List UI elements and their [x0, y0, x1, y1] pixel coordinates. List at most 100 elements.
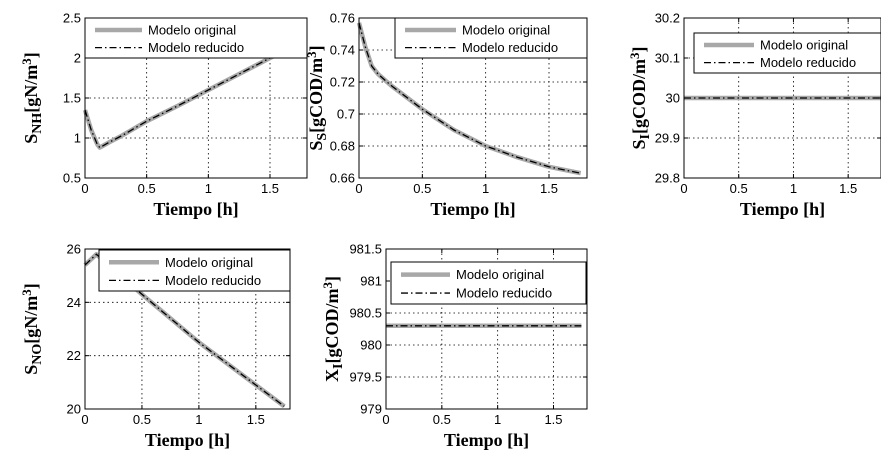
y-tick-label: 30	[666, 91, 680, 106]
x-tick-label: 0.5	[433, 412, 451, 427]
legend-box	[390, 261, 587, 305]
subplot-5: 0 0.5 1 1.5 979 979.5 980 980.5 981 981.5 Tiempo […	[320, 242, 588, 450]
y-tick-label: 30.1	[655, 51, 680, 66]
x-tick-label: 1.5	[247, 412, 265, 427]
y-tick-label: 980	[360, 338, 382, 353]
x-axis-label: Tiempo [h]	[430, 199, 515, 219]
y-axis-label-sup: 3	[19, 289, 34, 296]
x-tick-label: 1	[195, 412, 202, 427]
x-tick-label: 0	[81, 181, 88, 196]
legend-label-original: Modelo original	[148, 23, 236, 38]
y-axis-label-close: ]	[21, 52, 41, 58]
y-axis-label-sub: I	[331, 364, 346, 369]
legend-label-reducido: Modelo reducido	[462, 40, 558, 55]
y-tick-label: 0.5	[63, 171, 81, 186]
y-axis-label: SS[gCOD/m3]	[304, 45, 330, 150]
y-axis-label-close: ]	[322, 276, 342, 282]
legend-label-reducido: Modelo reducido	[165, 273, 261, 288]
legend-label-original: Modelo original	[462, 23, 550, 38]
legend: Modelo original Modelo reducido	[390, 261, 587, 305]
y-axis-label-close: ]	[21, 283, 41, 289]
y-axis-label-main: S	[21, 365, 41, 375]
y-tick-label: 0.74	[330, 43, 355, 58]
legend-label-reducido: Modelo reducido	[760, 55, 856, 70]
y-axis-label-bracket: [gCOD/m	[322, 289, 342, 364]
y-axis-label-main: S	[21, 134, 41, 144]
legend-box	[98, 249, 291, 292]
x-tick-label: 1.5	[839, 181, 857, 196]
y-tick-label: 979	[360, 402, 382, 417]
y-axis-label-bracket: [gCOD/m	[629, 59, 649, 134]
legend-box	[394, 17, 588, 59]
x-tick-label: 0.5	[413, 181, 431, 196]
y-axis-label: SNH[gN/m3]	[19, 52, 45, 144]
x-axis-label: Tiempo [h]	[740, 199, 825, 219]
y-axis-label-bracket: [gCOD/m	[306, 58, 326, 133]
y-axis-label-sub: I	[638, 134, 653, 139]
legend-label-original: Modelo original	[456, 267, 544, 282]
subplot-4: 0 0.5 1 1.5 20 22 24 26 Tiempo [h] SNO[gN/m3] Mode…	[19, 242, 291, 450]
y-tick-label: 30.2	[655, 11, 680, 26]
x-tick-label: 0	[355, 181, 362, 196]
y-tick-label: 981.5	[349, 242, 382, 257]
series-line-reducido	[84, 41, 302, 149]
y-axis-label-bracket: [gN/m	[21, 296, 41, 344]
y-axis-label-close: ]	[306, 45, 326, 51]
x-tick-label: 0	[81, 412, 88, 427]
y-tick-label: 2.5	[63, 11, 81, 26]
y-axis-label-main: X	[322, 369, 342, 382]
y-tick-label: 0.7	[337, 107, 355, 122]
series-line-reducido	[358, 22, 581, 174]
y-tick-label: 1.5	[63, 91, 81, 106]
x-tick-label: 1	[494, 412, 501, 427]
x-axis-label: Tiempo [h]	[444, 430, 529, 450]
y-axis-label-sub: NO	[30, 344, 45, 365]
y-axis-label: XI[gCOD/m3]	[320, 276, 346, 382]
x-tick-label: 1.5	[261, 181, 279, 196]
x-tick-label: 1	[790, 181, 797, 196]
legend: Modelo original Modelo reducido	[98, 249, 291, 292]
legend-label-reducido: Modelo reducido	[148, 40, 244, 55]
y-tick-label: 2	[74, 51, 81, 66]
x-tick-label: 0.5	[138, 181, 156, 196]
x-tick-label: 0.5	[730, 181, 748, 196]
y-tick-label: 29.8	[655, 171, 680, 186]
legend-box	[84, 17, 308, 59]
legend: Modelo original Modelo reducido	[693, 32, 881, 74]
subplot-2: 0 0.5 1 1.5 0.66 0.68 0.7 0.72 0.74 0.76 Tiempo [h…	[304, 11, 588, 219]
axes-frame	[84, 248, 291, 410]
y-tick-label: 0.72	[330, 75, 355, 90]
y-axis-label-bracket: [gN/m	[21, 65, 41, 113]
x-tick-label: 0.5	[133, 412, 151, 427]
y-axis-label-sup: 3	[320, 282, 335, 289]
y-axis-label-sub: NH	[30, 113, 45, 134]
x-tick-label: 1.5	[544, 412, 562, 427]
y-tick-label: 20	[67, 402, 81, 417]
y-tick-label: 26	[67, 242, 81, 257]
series-line-reducido	[84, 253, 285, 407]
x-tick-label: 0	[680, 181, 687, 196]
y-tick-label: 0.66	[330, 171, 355, 186]
legend: Modelo original Modelo reducido	[394, 17, 588, 59]
y-tick-label: 980.5	[349, 306, 382, 321]
x-axis-label: Tiempo [h]	[145, 430, 230, 450]
y-tick-label: 0.76	[330, 11, 355, 26]
y-axis-label-main: S	[306, 141, 326, 151]
y-axis-label: SNO[gN/m3]	[19, 283, 45, 375]
y-tick-label: 29.9	[655, 131, 680, 146]
y-tick-label: 24	[67, 295, 81, 310]
x-tick-label: 1.5	[540, 181, 558, 196]
y-axis-label-sub: S	[315, 133, 330, 141]
y-axis-label-sup: 3	[304, 51, 319, 58]
legend-label-original: Modelo original	[760, 38, 848, 53]
y-tick-label: 1	[74, 131, 81, 146]
y-axis-label-sup: 3	[19, 58, 34, 65]
x-tick-label: 1	[482, 181, 489, 196]
x-tick-label: 1	[205, 181, 212, 196]
legend-box	[693, 32, 881, 74]
y-axis-label-close: ]	[629, 47, 649, 53]
y-axis-label: SI[gCOD/m3]	[627, 47, 653, 150]
legend-label-original: Modelo original	[165, 255, 253, 270]
